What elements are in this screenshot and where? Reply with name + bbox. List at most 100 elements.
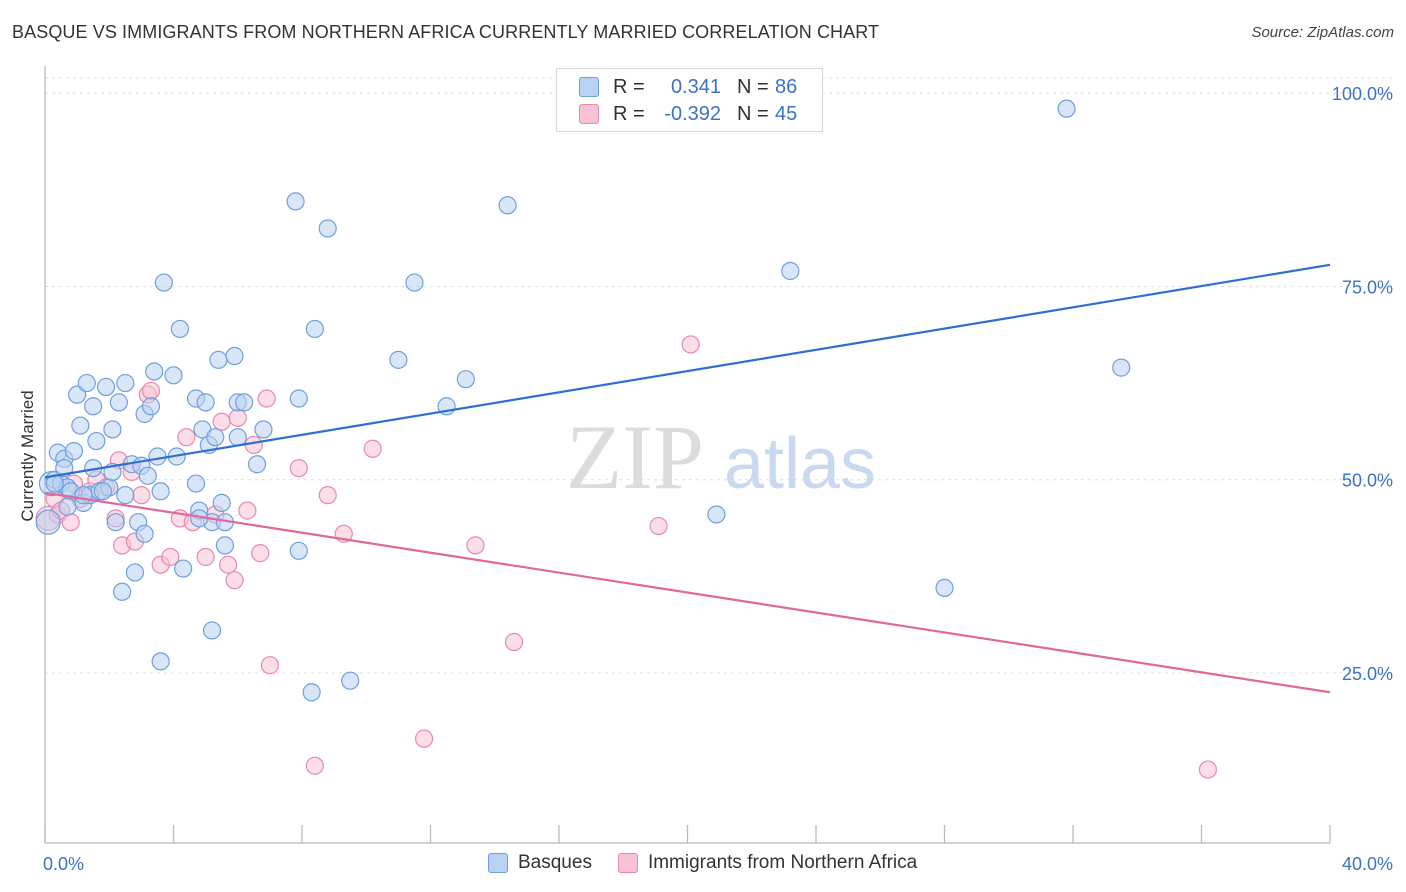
tick-labels: 100.0% 75.0% 50.0% 25.0% 0.0% 40.0% [43,84,1393,874]
data-point-immigrants [219,555,238,574]
data-point-basques [154,273,173,292]
data-point-immigrants [61,513,80,532]
data-point-basques [202,621,222,640]
legend-row-immigrants: R = -0.392 N = 45 [579,101,797,127]
data-point-immigrants [177,428,196,447]
data-point-basques [781,261,800,281]
series-legend-immigrants[interactable]: Immigrants from Northern Africa [617,852,918,874]
watermark-zip: ZIP [566,406,704,508]
data-point-basques [77,373,96,393]
data-point-basques [225,346,244,366]
data-point-basques [1057,99,1076,118]
trend-line-immigrants [44,491,1331,694]
data-point-basques [164,366,183,385]
data-point-basques [498,196,517,215]
data-point-immigrants [504,632,524,652]
data-point-basques [206,428,225,447]
data-point-immigrants [363,439,382,458]
legend-swatch-pink [579,104,599,124]
data-point-basques [106,513,125,532]
data-point-basques [170,319,190,339]
data-point-basques [68,385,87,404]
data-point-basques [87,431,106,451]
data-point-basques [456,370,475,389]
legend-n-value: 45 [775,102,798,125]
data-point-immigrants [238,501,257,520]
data-point-basques [186,474,206,493]
data-point-basques [318,219,337,238]
data-point-immigrants [161,547,180,567]
legend-r-value: -0.392 [664,102,721,125]
data-point-basques [93,482,112,501]
data-point-basques [254,420,273,439]
data-point-basques [196,393,215,412]
series-swatch-blue [488,853,508,873]
data-point-basques [389,350,408,369]
series-legend: Basques Immigrants from Northern Africa [488,852,943,874]
data-point-basques [228,428,247,447]
x-tick-label: 0.0% [43,854,84,874]
data-point-basques [138,466,157,485]
y-tick-label: 100.0% [1332,84,1393,104]
data-point-basques [302,683,321,702]
correlation-legend: R = 0.341 N = 86 R = -0.392 N = 45 [556,68,823,132]
legend-row-basques: R = 0.341 N = 86 [579,74,797,100]
data-point-basques [305,319,324,339]
data-point-basques [96,377,116,397]
data-point-basques [141,397,161,416]
data-point-immigrants [257,389,276,408]
data-point-basques [116,486,135,505]
data-point-basques [174,559,193,578]
data-point-basques [135,524,154,543]
series-legend-basques[interactable]: Basques [488,852,592,874]
y-axis-label: Currently Married [18,390,37,522]
trend-line-basques [44,263,1331,479]
legend-n-label: N = [737,75,769,98]
data-point-basques [116,373,135,393]
legend-swatch-blue [579,77,599,97]
data-point-basques [405,273,424,292]
data-point-basques [935,578,954,598]
series-legend-label: Immigrants from Northern Africa [647,852,918,873]
data-points [35,99,1218,779]
data-point-basques [55,458,74,478]
legend-r-label: R = [613,102,645,125]
data-point-immigrants [132,486,151,505]
data-point-basques [235,393,254,412]
data-point-immigrants [228,408,247,427]
data-point-basques [215,536,234,555]
data-point-immigrants [289,458,308,478]
data-point-immigrants [681,335,700,354]
data-point-basques [212,493,231,512]
data-point-immigrants [225,571,244,590]
source-label: Source: ZipAtlas.com [1251,24,1394,41]
data-point-basques [209,350,228,369]
legend-n-value: 86 [775,75,798,98]
data-point-immigrants [1198,760,1218,779]
data-point-basques [64,441,84,461]
series-swatch-pink [617,853,638,873]
data-point-immigrants [414,729,434,748]
watermark-atlas: atlas [724,424,876,504]
y-tick-label: 50.0% [1342,471,1393,491]
data-point-basques [103,420,122,439]
y-tick-label: 25.0% [1342,664,1393,684]
x-tick-label: 40.0% [1342,854,1393,874]
data-point-basques [289,541,308,560]
data-point-basques [148,447,167,466]
data-point-basques [84,397,103,416]
y-tick-label: 75.0% [1342,277,1393,297]
data-point-basques [1112,358,1131,377]
data-point-basques [289,389,308,408]
data-point-basques [145,362,164,381]
legend-n-label: N = [737,102,769,125]
data-point-immigrants [466,536,485,555]
legend-r-label: R = [613,75,645,98]
data-point-immigrants [260,656,279,675]
data-point-immigrants [251,544,270,563]
data-point-basques [112,582,132,601]
trend-lines [44,263,1331,694]
grid-lines [45,77,1392,674]
data-point-immigrants [305,756,324,775]
